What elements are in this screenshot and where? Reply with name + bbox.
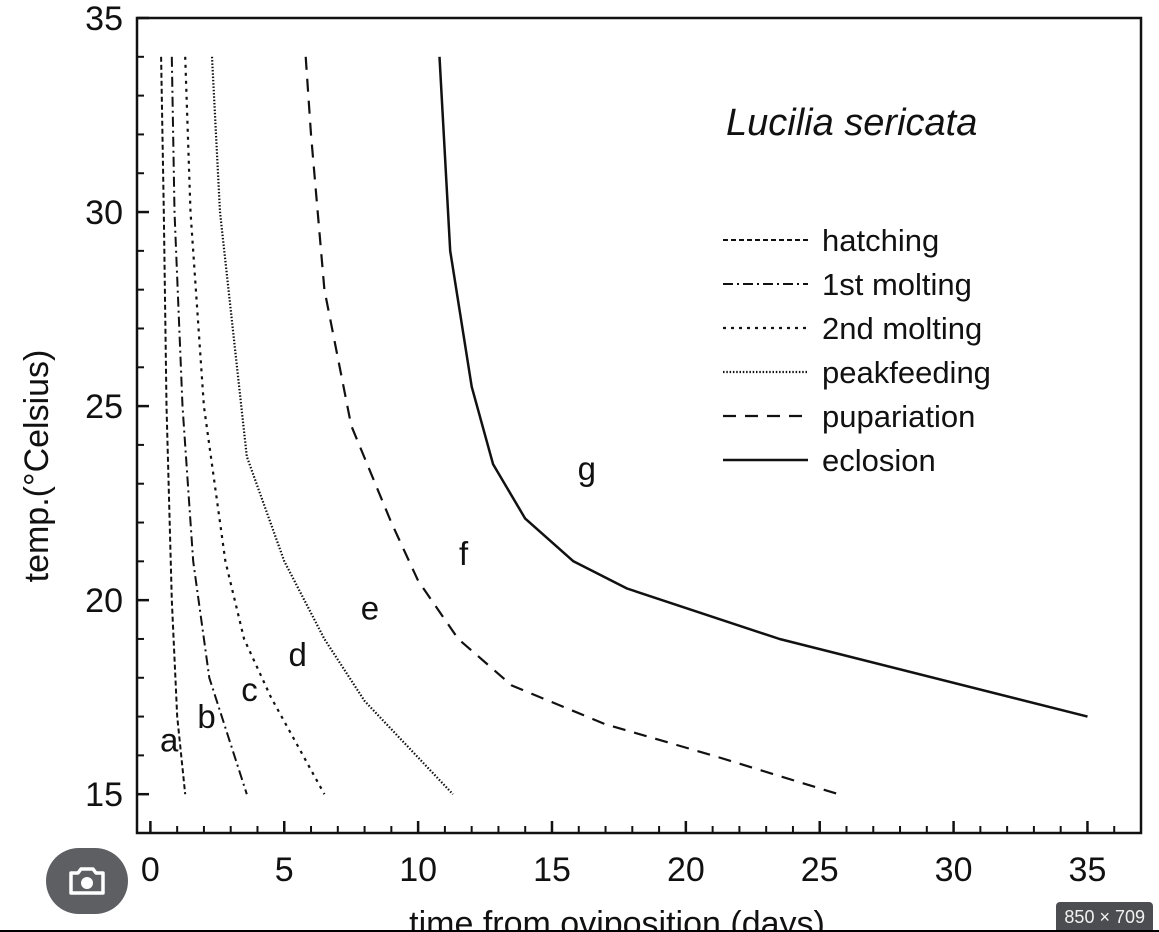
series-lines <box>160 56 1088 796</box>
chart-title: Lucilia sericata <box>726 102 977 144</box>
region-label-d: d <box>288 636 306 673</box>
legend-label: 2nd molting <box>822 311 982 346</box>
x-tick-label: 10 <box>399 851 437 889</box>
image-size-badge: 850 × 709 <box>1056 902 1153 930</box>
y-tick-label: 30 <box>85 194 123 232</box>
series-line-eclosion <box>438 56 1088 718</box>
region-label-a: a <box>160 722 179 759</box>
y-tick-label: 25 <box>85 388 123 426</box>
region-label-e: e <box>361 590 379 627</box>
legend-label: hatching <box>822 223 939 258</box>
y-tick-label: 20 <box>85 582 123 620</box>
y-tick-label: 15 <box>85 776 123 814</box>
series-line-2nd-molting <box>184 56 326 795</box>
x-tick-label: 5 <box>275 851 294 889</box>
x-tick-label: 0 <box>141 851 160 889</box>
x-tick-label: 35 <box>1069 851 1107 889</box>
region-label-b: b <box>197 698 215 735</box>
axes: 15 20 25 30 35 0 5 10 15 20 25 30 35 <box>85 0 1143 889</box>
region-label-c: c <box>241 671 258 708</box>
series-line-1st-molting <box>170 56 248 795</box>
camera-lens-icon <box>69 867 105 895</box>
x-tick-label: 20 <box>667 851 705 889</box>
legend-label: eclosion <box>822 443 936 478</box>
plot-frame <box>135 16 1143 835</box>
legend-label: 1st molting <box>822 267 972 302</box>
x-axis-title: time from oviposition (days) <box>409 905 825 930</box>
legend: hatching 1st molting 2nd molting peakfeedin… <box>723 223 991 478</box>
series-line-peakfeeding <box>210 56 454 795</box>
lens-search-button[interactable] <box>46 848 128 914</box>
x-tick-label: 30 <box>935 851 973 889</box>
legend-label: pupariation <box>822 399 975 434</box>
x-tick-label: 15 <box>533 851 571 889</box>
region-label-g: g <box>578 450 596 487</box>
y-tick-label: 35 <box>85 0 123 38</box>
legend-label: peakfeeding <box>822 355 991 390</box>
x-tick-label: 25 <box>801 851 839 889</box>
series-line-pupariation <box>304 56 839 796</box>
y-axis-title: temp.(°Celsius) <box>18 350 56 583</box>
series-line-hatching <box>160 56 187 795</box>
region-label-f: f <box>459 535 469 572</box>
